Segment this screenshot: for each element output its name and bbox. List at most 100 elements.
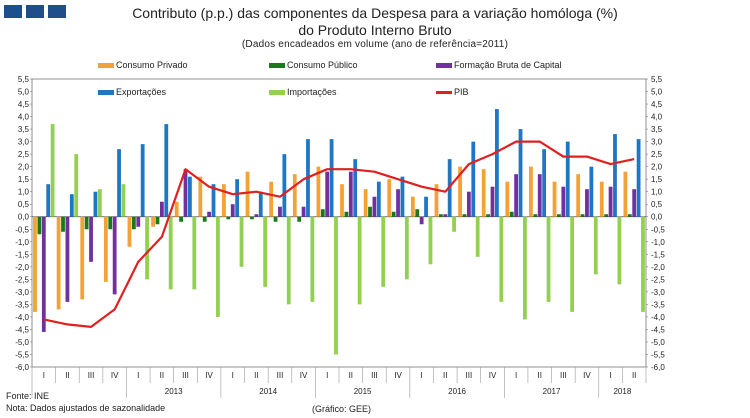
bar-consumo-privado <box>269 181 274 217</box>
y-tick-label-right: -4,5 <box>651 325 665 334</box>
x-quarter-label: I <box>43 371 45 380</box>
y-tick-label-left: -2,5 <box>15 275 29 284</box>
bar-consumo-publico <box>155 216 160 225</box>
bar-consumo-publico <box>486 214 490 217</box>
y-tick-label-left: 2,0 <box>18 163 30 172</box>
x-quarter-label: IV <box>489 371 497 380</box>
bar-exportacoes <box>258 191 263 217</box>
bar-consumo-publico <box>179 216 183 222</box>
legend-exportacoes: Exportações <box>98 87 166 97</box>
x-year-label: 2016 <box>448 387 466 396</box>
bar-importacoes <box>121 184 126 217</box>
y-tick-label-left: -1,5 <box>15 250 29 259</box>
bar-exportacoes <box>589 166 594 217</box>
bar-consumo-privado <box>245 171 250 217</box>
y-tick-label-left: 4,0 <box>18 113 30 122</box>
x-quarter-label: III <box>371 371 378 380</box>
bar-formacao-bruta-de-capital <box>608 186 613 217</box>
x-quarter-label: I <box>326 371 328 380</box>
bar-exportacoes <box>542 149 547 217</box>
bar-importacoes <box>428 216 433 265</box>
x-quarter-label: IV <box>300 371 308 380</box>
y-tick-label-right: -5,0 <box>651 338 665 347</box>
bar-importacoes <box>523 216 527 320</box>
bar-importacoes <box>404 216 409 280</box>
bar-consumo-privado <box>80 216 85 300</box>
legend-label-consumo-privado: Consumo Privado <box>116 60 188 70</box>
x-quarter-label: I <box>515 371 517 380</box>
y-tick-label-left: -2,0 <box>15 263 29 272</box>
legend-swatch-consumo-privado <box>98 62 114 68</box>
bar-exportacoes <box>353 159 358 217</box>
x-quarter-label: III <box>277 371 284 380</box>
y-tick-label-right: -5,5 <box>651 350 665 359</box>
x-year-label: 2013 <box>165 387 183 396</box>
y-tick-label-left: 5,5 <box>18 75 30 84</box>
y-tick-label-right: -3,0 <box>651 288 665 297</box>
y-tick-label-left: 0,0 <box>18 213 30 222</box>
bar-formacao-bruta-de-capital <box>537 174 542 217</box>
y-tick-label-right: 5,0 <box>651 88 663 97</box>
bar-consumo-privado <box>363 189 368 217</box>
bar-consumo-privado <box>174 201 179 217</box>
adjustment-note: Nota: Dados ajustados de sazonalidade <box>6 403 166 413</box>
y-tick-label-right: 2,5 <box>651 150 663 159</box>
x-quarter-label: II <box>65 371 69 380</box>
bar-consumo-publico <box>533 214 538 217</box>
x-quarter-label: II <box>443 371 447 380</box>
chart-title-line2: do Produto Interno Bruto <box>298 22 452 38</box>
logo-blocks <box>4 5 66 18</box>
legend-label-pib: PIB <box>454 87 469 97</box>
bar-exportacoes <box>636 139 641 217</box>
bar-consumo-privado <box>410 196 415 217</box>
bar-formacao-bruta-de-capital <box>632 189 637 217</box>
x-year-label: 2018 <box>613 387 631 396</box>
bar-consumo-publico <box>84 216 89 230</box>
bar-consumo-publico <box>438 214 443 217</box>
bar-exportacoes <box>518 129 523 217</box>
bar-exportacoes <box>235 179 240 217</box>
y-tick-label-left: -3,5 <box>15 300 29 309</box>
bar-exportacoes <box>93 191 98 217</box>
bar-exportacoes <box>495 109 499 217</box>
bar-formacao-bruta-de-capital <box>466 191 471 217</box>
bar-consumo-publico <box>320 209 325 217</box>
bar-consumo-privado <box>127 216 132 247</box>
bar-importacoes <box>286 216 291 305</box>
y-tick-label-left: 1,5 <box>18 175 30 184</box>
bar-exportacoes <box>140 144 145 217</box>
bar-formacao-bruta-de-capital <box>585 189 589 217</box>
bar-consumo-privado <box>222 184 226 217</box>
y-tick-label-left: -4,5 <box>15 325 29 334</box>
bar-importacoes <box>546 216 551 302</box>
bar-formacao-bruta-de-capital <box>136 216 141 227</box>
legend-label-fbc: Formação Bruta de Capital <box>454 60 562 70</box>
bar-importacoes <box>499 216 504 302</box>
bar-consumo-publico <box>131 216 136 230</box>
bar-formacao-bruta-de-capital <box>490 186 495 217</box>
bar-consumo-publico <box>273 216 278 222</box>
bar-exportacoes <box>424 196 428 217</box>
legend-swatch-pib <box>436 90 452 94</box>
y-tick-label-right: -4,0 <box>651 313 665 322</box>
bar-formacao-bruta-de-capital <box>396 189 400 217</box>
bar-consumo-privado <box>458 166 462 217</box>
bar-exportacoes <box>69 194 74 217</box>
bar-consumo-privado <box>103 216 108 282</box>
legend-swatch-exportacoes <box>98 89 114 95</box>
bar-exportacoes <box>46 184 51 217</box>
bar-consumo-privado <box>576 174 581 217</box>
chart-subtitle: (Dados encadeados em volume (ano de refe… <box>241 39 509 50</box>
y-tick-label-right: 2,0 <box>651 163 663 172</box>
bar-consumo-publico <box>604 214 609 217</box>
bar-exportacoes <box>282 154 287 217</box>
y-tick-label-left: -5,0 <box>15 338 29 347</box>
legend-pib: PIB <box>436 87 469 97</box>
bar-consumo-publico <box>415 209 420 217</box>
bar-consumo-privado <box>623 171 628 217</box>
bar-consumo-publico <box>250 216 254 220</box>
chart-credit: (Gráfico: GEE) <box>312 404 372 414</box>
bar-consumo-publico <box>108 216 113 230</box>
x-quarter-label: III <box>560 371 567 380</box>
bar-importacoes <box>617 216 622 285</box>
